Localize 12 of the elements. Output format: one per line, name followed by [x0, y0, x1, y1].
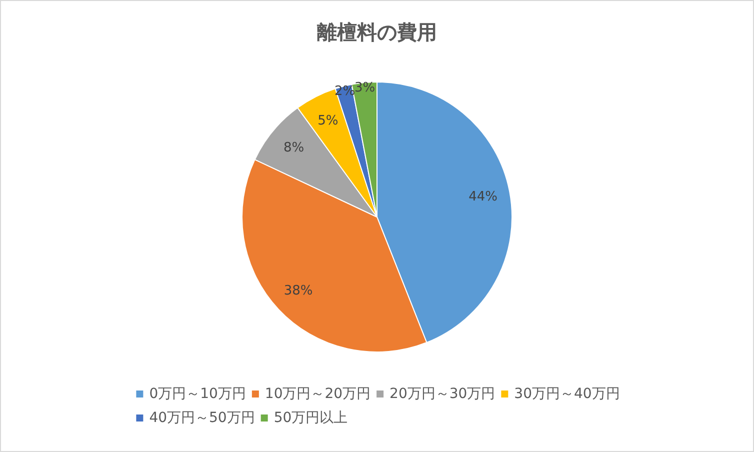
data-label: 5%: [318, 113, 338, 128]
legend-label: 10万円～20万円: [264, 386, 371, 402]
legend-label: 0万円～10万円: [149, 386, 246, 402]
legend-label: 50万円以上: [274, 410, 348, 426]
data-label: 3%: [354, 80, 376, 96]
chart-title: 離檀料の費用: [316, 20, 437, 44]
data-label: 44%: [468, 189, 498, 204]
legend-label: 40万円～50万円: [149, 410, 255, 426]
legend-label: 30万円～40万円: [514, 386, 620, 402]
data-label: 38%: [284, 283, 313, 298]
legend-label: 20万円～30万円: [390, 386, 496, 402]
data-label: 8%: [283, 140, 304, 156]
